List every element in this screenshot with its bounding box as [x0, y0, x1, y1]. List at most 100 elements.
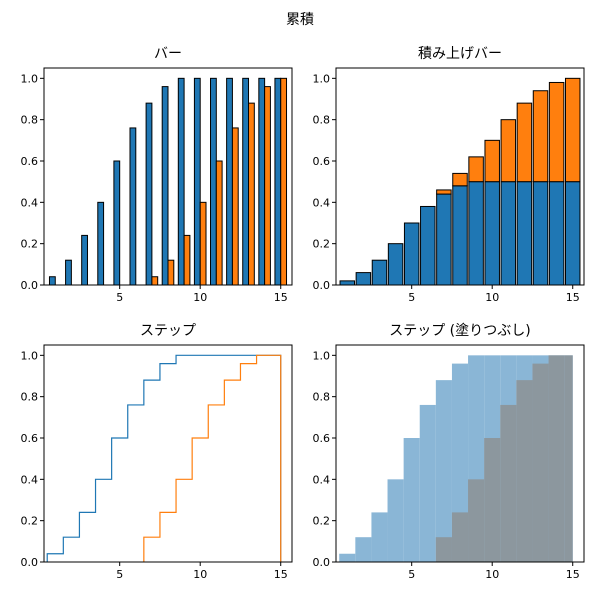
bar [436, 189, 452, 195]
y-tick-label: 0.0 [313, 556, 331, 569]
bar [274, 77, 282, 286]
plot-area [339, 77, 581, 286]
y-tick-label: 0.0 [21, 279, 39, 292]
bar [167, 259, 175, 286]
bar [452, 185, 468, 286]
bar [339, 280, 356, 286]
x-tick-label: 5 [408, 291, 415, 304]
area-step-b [516, 380, 533, 562]
y-tick-label: 1.0 [313, 72, 331, 85]
bar [193, 77, 201, 286]
panel-title: バー [154, 46, 182, 62]
area-step-b [500, 404, 517, 562]
x-tick-label: 10 [485, 568, 499, 581]
bar [420, 205, 436, 286]
y-tick-label: 0.2 [313, 238, 331, 251]
x-tick-label: 5 [116, 291, 123, 304]
x-tick-label: 15 [274, 568, 288, 581]
y-tick-label: 0.6 [21, 155, 39, 168]
bar [468, 156, 484, 183]
area-step-a [403, 438, 420, 562]
y-tick-label: 0.4 [21, 473, 39, 486]
y-tick-label: 0.2 [21, 515, 39, 528]
panel-bar: バー 5 10 15 0.0 0.2 0.4 0.6 0.8 1.0 [21, 46, 293, 304]
axes-frame [43, 67, 293, 286]
y-tick-label: 1.0 [21, 349, 39, 362]
y-tick-label: 0.2 [313, 515, 331, 528]
figure-title: 累積 [286, 12, 314, 28]
panel-step-filled: ステップ (塗りつぶし) 5 10 15 0.0 0.2 0.4 0.6 0.8 1.0 [313, 322, 585, 581]
bar [516, 102, 533, 183]
axes-frame [335, 67, 585, 286]
bar [484, 181, 500, 286]
area-step-a [435, 380, 452, 562]
panel-title: ステップ (塗りつぶし) [389, 322, 531, 339]
axes-frame [43, 344, 293, 563]
y-tick-label: 0.0 [313, 279, 331, 292]
y-tick-label: 0.4 [313, 473, 331, 486]
y-tick-label: 0.6 [21, 432, 39, 445]
bar [500, 119, 517, 183]
bar [97, 201, 105, 286]
bar [280, 77, 288, 286]
bar [516, 181, 533, 286]
y-tick-label: 0.2 [21, 238, 39, 251]
x-tick-label: 10 [193, 291, 207, 304]
bar [242, 77, 250, 286]
panel-title: 積み上げバー [418, 46, 502, 62]
bar [226, 77, 233, 286]
bar [145, 102, 153, 286]
area-step-b [532, 363, 549, 562]
x-tick-label: 10 [485, 291, 499, 304]
axes-frame [335, 344, 585, 563]
area-step-a [387, 479, 404, 562]
y-tick-label: 0.8 [21, 391, 39, 404]
area-step-a [419, 404, 436, 562]
bar [264, 86, 271, 286]
series-line [143, 354, 282, 562]
bar [564, 77, 581, 183]
bar [113, 160, 121, 286]
plot-area [48, 77, 288, 286]
y-tick-label: 1.0 [21, 72, 39, 85]
bar [403, 222, 420, 286]
area-step-b [548, 355, 565, 562]
bar [532, 90, 549, 183]
bar [183, 234, 191, 286]
y-tick-label: 0.4 [313, 196, 331, 209]
bar [387, 243, 404, 286]
area-step-b [564, 355, 573, 562]
bar [65, 259, 72, 286]
bar [548, 181, 565, 286]
bar [258, 77, 266, 286]
y-tick-label: 0.8 [313, 391, 331, 404]
bar [468, 181, 484, 286]
y-tick-label: 0.8 [313, 114, 331, 127]
y-tick-label: 0.8 [21, 114, 39, 127]
bar [548, 81, 565, 183]
y-tick-label: 0.6 [313, 155, 331, 168]
y-tick-label: 0.0 [21, 556, 39, 569]
x-tick-label: 15 [566, 568, 580, 581]
area-step-b [435, 537, 452, 562]
bar [210, 77, 217, 286]
x-tick-label: 15 [274, 291, 288, 304]
area-step-a [355, 537, 372, 562]
bar [161, 86, 169, 286]
plot-area [46, 354, 282, 562]
x-tick-label: 5 [408, 568, 415, 581]
x-tick-label: 15 [566, 291, 580, 304]
bar [215, 160, 223, 286]
bar [371, 259, 388, 286]
bar [151, 276, 159, 286]
panel-stacked-bar: 積み上げバー 5 10 15 0.0 0.2 0.4 0.6 0.8 1.0 [313, 46, 585, 304]
area-step-a [339, 553, 356, 562]
y-tick-label: 0.6 [313, 432, 331, 445]
bar [452, 172, 468, 187]
bar [532, 181, 549, 286]
area-step-a [371, 512, 388, 562]
x-tick-label: 10 [193, 568, 207, 581]
area-step-b [468, 479, 485, 562]
panel-step: ステップ 5 10 15 0.0 0.2 0.4 0.6 0.8 1.0 [21, 323, 293, 581]
